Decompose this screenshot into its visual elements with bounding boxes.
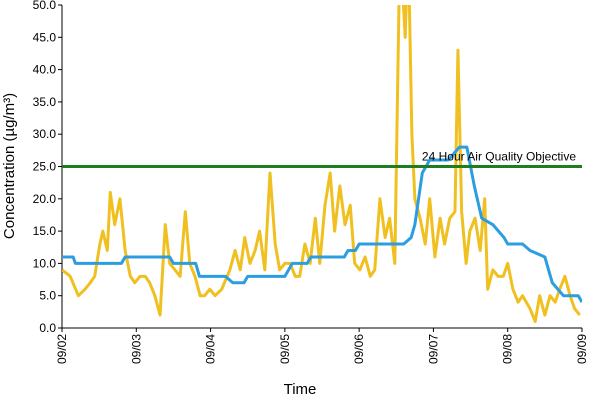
y-tick-label: 35.0 <box>33 95 57 109</box>
x-tick-label: 09/09 <box>575 334 589 364</box>
y-tick-label: 30.0 <box>33 127 57 141</box>
y-tick-label: 45.0 <box>33 30 57 44</box>
x-tick-label: 09/03 <box>129 334 143 364</box>
x-tick-label: 09/08 <box>501 334 515 364</box>
x-tick-label: 09/04 <box>204 334 218 364</box>
x-tick-label: 09/06 <box>352 334 366 364</box>
series-label: 24 Hour Air Quality Objective <box>422 150 576 164</box>
x-tick-label: 09/02 <box>55 334 69 364</box>
y-tick-label: 50.0 <box>33 0 57 12</box>
series-line <box>62 145 582 303</box>
y-tick-label: 10.0 <box>33 256 57 270</box>
y-tick-label: 5.0 <box>39 289 56 303</box>
y-tick-label: 0.0 <box>39 321 56 335</box>
x-tick-label: 09/05 <box>278 334 292 364</box>
x-tick-label: 09/07 <box>426 334 440 364</box>
x-axis-label: Time <box>284 381 317 398</box>
y-tick-label: 15.0 <box>33 224 57 238</box>
y-tick-label: 25.0 <box>33 160 57 174</box>
y-tick-label: 20.0 <box>33 192 57 206</box>
y-axis-label: Concentration (µg/m³) <box>1 93 18 239</box>
series-line <box>62 5 581 324</box>
y-tick-label: 40.0 <box>33 63 57 77</box>
